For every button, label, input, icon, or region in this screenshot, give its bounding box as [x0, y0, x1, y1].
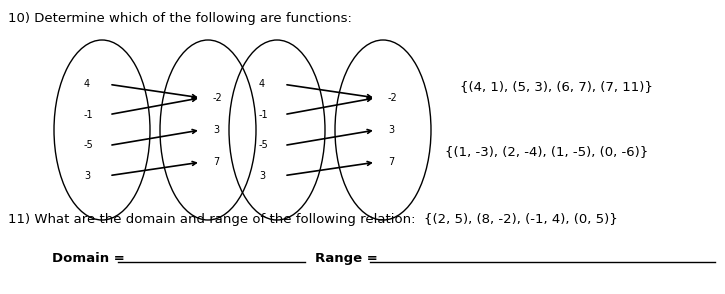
Text: 3: 3	[259, 171, 265, 181]
Text: 3: 3	[84, 171, 90, 181]
Text: 4: 4	[84, 79, 90, 89]
Text: -5: -5	[259, 141, 269, 151]
Text: -2: -2	[213, 93, 223, 103]
Text: 11) What are the domain and range of the following relation:  {(2, 5), (8, -2), : 11) What are the domain and range of the…	[8, 213, 618, 226]
Text: 4: 4	[259, 79, 265, 89]
Text: {(1, -3), (2, -4), (1, -5), (0, -6)}: {(1, -3), (2, -4), (1, -5), (0, -6)}	[445, 145, 648, 158]
Text: 3: 3	[213, 125, 219, 135]
Text: 7: 7	[213, 157, 219, 167]
Text: 10) Determine which of the following are functions:: 10) Determine which of the following are…	[8, 12, 352, 25]
Text: 3: 3	[388, 125, 394, 135]
Text: -1: -1	[259, 110, 269, 120]
Text: -2: -2	[388, 93, 398, 103]
Text: -1: -1	[84, 110, 94, 120]
Text: 7: 7	[388, 157, 394, 167]
Text: Domain =: Domain =	[52, 252, 125, 265]
Text: -5: -5	[84, 141, 94, 151]
Text: Range =: Range =	[315, 252, 378, 265]
Text: {(4, 1), (5, 3), (6, 7), (7, 11)}: {(4, 1), (5, 3), (6, 7), (7, 11)}	[460, 80, 653, 93]
